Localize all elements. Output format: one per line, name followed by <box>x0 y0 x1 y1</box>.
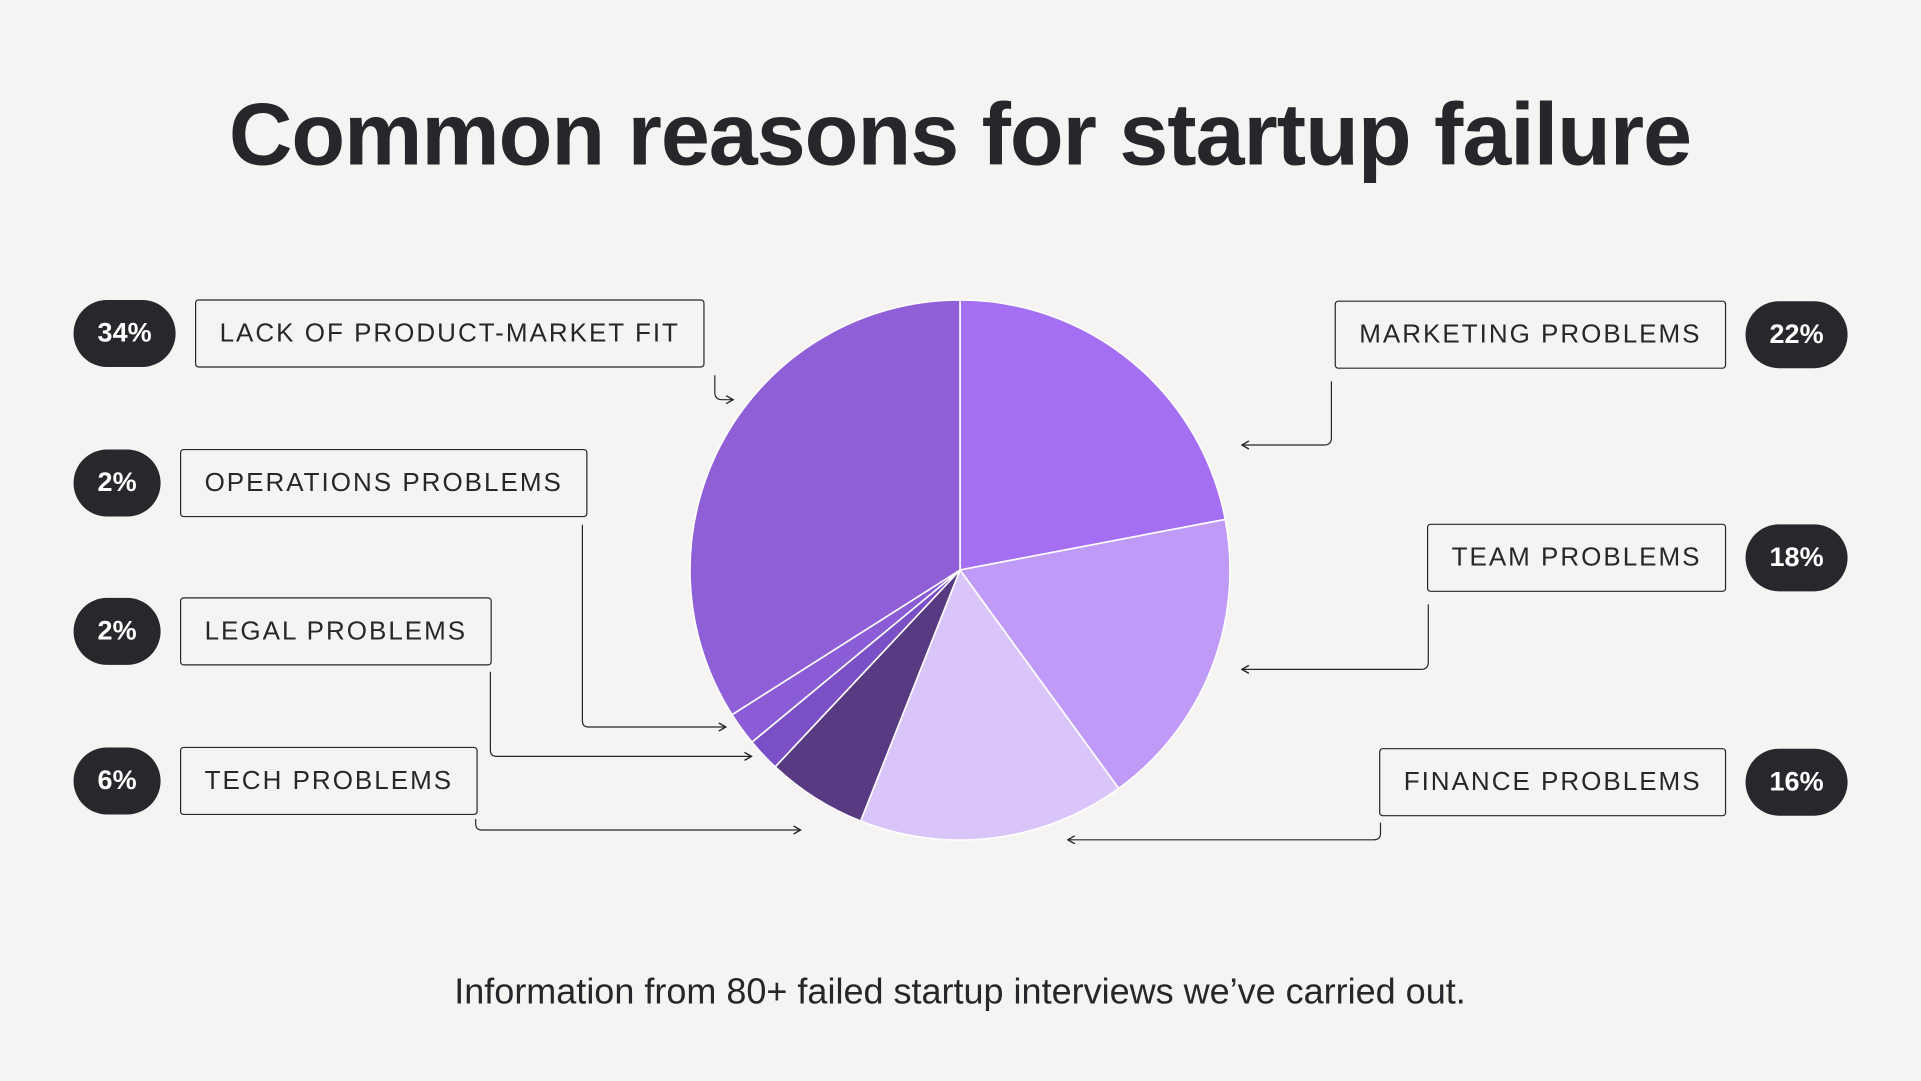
value-badge <box>73 597 161 665</box>
category-box <box>179 746 478 816</box>
category-box <box>179 597 492 666</box>
label-group: 16% FINANCE PROBLEMS <box>1068 748 1848 840</box>
value-label: 6% <box>98 765 137 795</box>
value-badge <box>73 449 161 517</box>
category-label: FINANCE PROBLEMS <box>1404 766 1702 796</box>
category-box <box>1426 523 1727 592</box>
value-label: 18% <box>1770 542 1824 572</box>
value-badge <box>1745 524 1848 592</box>
chart-title: Common reasons for startup failure <box>229 84 1691 183</box>
leader-line <box>1242 381 1332 445</box>
category-label: LACK OF PRODUCT-MARKET FIT <box>220 317 680 347</box>
value-badge <box>73 299 176 367</box>
leader-line <box>489 671 751 757</box>
category-label: OPERATIONS PROBLEMS <box>205 467 563 497</box>
leader-line <box>475 819 801 830</box>
leader-line <box>1068 822 1382 840</box>
category-label: MARKETING PROBLEMS <box>1359 319 1701 349</box>
category-label: TECH PROBLEMS <box>205 765 454 795</box>
category-label: TEAM PROBLEMS <box>1452 542 1702 572</box>
label-group: 2% OPERATIONS PROBLEMS <box>73 448 726 727</box>
footnote: Information from 80+ failed startup inte… <box>454 971 1465 1012</box>
value-badge <box>73 747 161 815</box>
leader-line <box>581 524 725 727</box>
value-label: 16% <box>1770 766 1824 796</box>
value-badge <box>1745 748 1848 816</box>
label-group: 6% TECH PROBLEMS <box>73 746 801 830</box>
pie-slice <box>859 569 1120 841</box>
value-badge <box>1745 301 1848 369</box>
category-label: LEGAL PROBLEMS <box>205 615 468 645</box>
label-group: 22% MARKETING PROBLEMS <box>1242 300 1848 445</box>
category-box <box>179 448 588 518</box>
category-box <box>1379 748 1727 817</box>
category-box <box>195 299 705 368</box>
value-label: 22% <box>1770 319 1824 349</box>
value-label: 2% <box>98 467 137 497</box>
leader-line <box>714 375 733 400</box>
pie-slice <box>959 518 1231 790</box>
leader-line <box>1242 604 1429 669</box>
pie-slice <box>689 299 961 716</box>
value-label: 2% <box>98 616 137 646</box>
category-box <box>1334 300 1727 369</box>
label-group: 2% LEGAL PROBLEMS <box>73 597 752 757</box>
value-label: 34% <box>98 318 152 348</box>
pie-slice <box>959 299 1227 571</box>
label-group: 34% LACK OF PRODUCT-MARKET FIT <box>73 299 734 400</box>
label-group: 18% TEAM PROBLEMS <box>1242 523 1848 669</box>
